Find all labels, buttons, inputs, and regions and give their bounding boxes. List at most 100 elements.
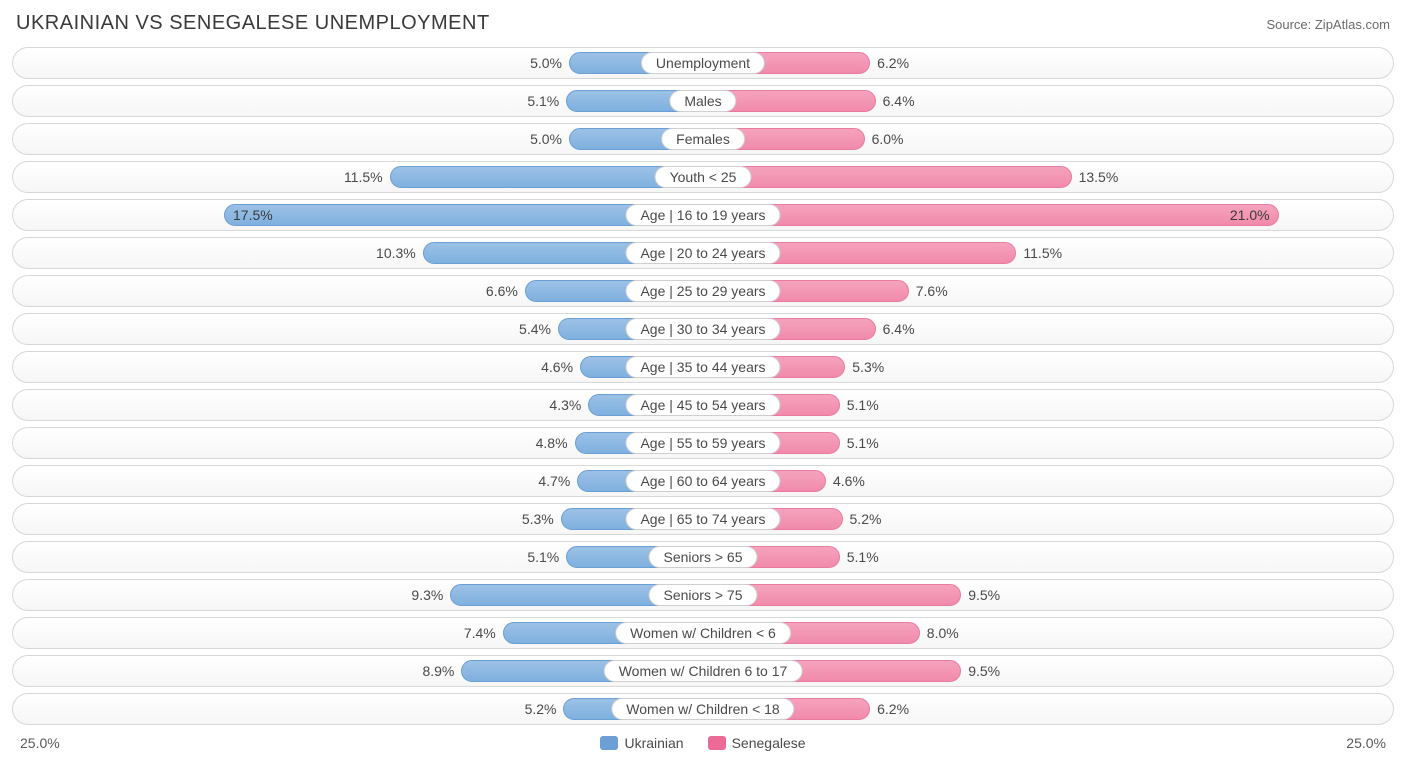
- chart-row: 9.3% 9.5% Seniors > 75: [12, 579, 1394, 611]
- category-label: Age | 35 to 44 years: [625, 356, 780, 378]
- value-label-right: 7.6%: [908, 283, 948, 299]
- legend-item-ukrainian: Ukrainian: [600, 735, 683, 751]
- row-right-half: 21.0%: [703, 200, 1393, 230]
- value-label-right: 13.5%: [1071, 169, 1119, 185]
- row-left-half: 4.7%: [13, 466, 703, 496]
- value-label-right: 5.1%: [839, 435, 879, 451]
- row-right-half: 5.2%: [703, 504, 1393, 534]
- value-label-left: 6.6%: [486, 283, 526, 299]
- category-label: Age | 30 to 34 years: [625, 318, 780, 340]
- row-left-half: 6.6%: [13, 276, 703, 306]
- value-label-left: 17.5%: [233, 207, 273, 223]
- category-label: Age | 45 to 54 years: [625, 394, 780, 416]
- chart-title: UKRAINIAN VS SENEGALESE UNEMPLOYMENT: [16, 12, 490, 35]
- row-left-half: 11.5%: [13, 162, 703, 192]
- row-left-half: 5.3%: [13, 504, 703, 534]
- value-label-left: 4.6%: [541, 359, 581, 375]
- chart-row: 7.4%8.0%Women w/ Children < 6: [12, 617, 1394, 649]
- value-label-right: 6.2%: [869, 701, 909, 717]
- category-label: Age | 16 to 19 years: [625, 204, 780, 226]
- chart-row: 4.6% 5.3% Age | 35 to 44 years: [12, 351, 1394, 383]
- category-label: Males: [669, 90, 736, 112]
- bar-senegalese: 21.0%: [699, 204, 1279, 226]
- value-label-right: 6.4%: [875, 93, 915, 109]
- row-right-half: 9.5%: [703, 580, 1393, 610]
- row-left-half: 17.5%: [13, 200, 703, 230]
- category-label: Seniors > 75: [649, 584, 758, 606]
- value-label-right: 5.1%: [839, 549, 879, 565]
- chart-row: 5.0% 6.2% Unemployment: [12, 47, 1394, 79]
- row-right-half: 5.1%: [703, 542, 1393, 572]
- row-left-half: 5.0%: [13, 48, 703, 78]
- row-right-half: 4.6%: [703, 466, 1393, 496]
- row-right-half: 7.6%: [703, 276, 1393, 306]
- chart-row: 4.7% 4.6% Age | 60 to 64 years: [12, 465, 1394, 497]
- row-left-half: 5.4%: [13, 314, 703, 344]
- value-label-right: 9.5%: [960, 587, 1000, 603]
- value-label-right: 6.0%: [864, 131, 904, 147]
- row-left-half: 9.3%: [13, 580, 703, 610]
- category-label: Age | 55 to 59 years: [625, 432, 780, 454]
- row-left-half: 5.0%: [13, 124, 703, 154]
- row-right-half: 5.1%: [703, 428, 1393, 458]
- chart-row: 17.5% 21.0%Age | 16 to 19 years: [12, 199, 1394, 231]
- row-right-half: 6.4%: [703, 314, 1393, 344]
- category-label: Women w/ Children < 18: [611, 698, 794, 720]
- category-label: Women w/ Children 6 to 17: [604, 660, 803, 682]
- chart-row: 5.1% 5.1% Seniors > 65: [12, 541, 1394, 573]
- row-right-half: 6.2%: [703, 694, 1393, 724]
- value-label-left: 4.7%: [538, 473, 578, 489]
- row-right-half: 13.5%: [703, 162, 1393, 192]
- legend: Ukrainian Senegalese: [600, 735, 805, 751]
- chart-row: 5.2%6.2%Women w/ Children < 18: [12, 693, 1394, 725]
- value-label-right: 11.5%: [1015, 245, 1062, 261]
- row-right-half: 5.1%: [703, 390, 1393, 420]
- chart-source: Source: ZipAtlas.com: [1266, 17, 1390, 32]
- value-label-left: 5.0%: [530, 55, 570, 71]
- value-label-left: 5.0%: [530, 131, 570, 147]
- category-label: Age | 65 to 74 years: [625, 508, 780, 530]
- row-left-half: 5.1%: [13, 86, 703, 116]
- axis-label-right: 25.0%: [1346, 735, 1386, 751]
- value-label-left: 10.3%: [376, 245, 424, 261]
- category-label: Youth < 25: [655, 166, 752, 188]
- category-label: Seniors > 65: [649, 546, 758, 568]
- chart-row: 11.5% 13.5% Youth < 25: [12, 161, 1394, 193]
- value-label-right: 5.2%: [842, 511, 882, 527]
- legend-label-right: Senegalese: [732, 735, 806, 751]
- row-left-half: 10.3%: [13, 238, 703, 268]
- value-label-left: 8.9%: [422, 663, 462, 679]
- legend-swatch-left: [600, 736, 618, 750]
- row-left-half: 7.4%: [13, 618, 703, 648]
- value-label-right: 6.4%: [875, 321, 915, 337]
- value-label-right: 4.6%: [825, 473, 865, 489]
- chart-row: 4.3% 5.1%Age | 45 to 54 years: [12, 389, 1394, 421]
- value-label-left: 11.5%: [344, 169, 391, 185]
- chart-row: 8.9%9.5%Women w/ Children 6 to 17: [12, 655, 1394, 687]
- legend-swatch-right: [708, 736, 726, 750]
- value-label-right: 5.3%: [844, 359, 884, 375]
- value-label-right: 6.2%: [869, 55, 909, 71]
- axis-label-left: 25.0%: [20, 735, 60, 751]
- chart-row: 10.3%11.5%Age | 20 to 24 years: [12, 237, 1394, 269]
- category-label: Unemployment: [641, 52, 765, 74]
- value-label-left: 5.4%: [519, 321, 559, 337]
- row-right-half: 11.5%: [703, 238, 1393, 268]
- chart-row: 4.8% 5.1% Age | 55 to 59 years: [12, 427, 1394, 459]
- diverging-bar-chart: 5.0% 6.2% Unemployment 5.1% 6.4% Males 5.0% 6.0…: [12, 47, 1394, 725]
- row-left-half: 4.8%: [13, 428, 703, 458]
- value-label-left: 5.1%: [527, 549, 567, 565]
- legend-label-left: Ukrainian: [624, 735, 683, 751]
- value-label-left: 4.8%: [536, 435, 576, 451]
- chart-row: 5.3% 5.2% Age | 65 to 74 years: [12, 503, 1394, 535]
- category-label: Age | 25 to 29 years: [625, 280, 780, 302]
- value-label-left: 4.3%: [549, 397, 589, 413]
- row-right-half: 8.0%: [703, 618, 1393, 648]
- chart-row: 5.0% 6.0% Females: [12, 123, 1394, 155]
- value-label-right: 8.0%: [919, 625, 959, 641]
- category-label: Females: [661, 128, 745, 150]
- value-label-left: 9.3%: [411, 587, 451, 603]
- chart-row: 5.4% 6.4% Age | 30 to 34 years: [12, 313, 1394, 345]
- category-label: Age | 60 to 64 years: [625, 470, 780, 492]
- row-left-half: 4.6%: [13, 352, 703, 382]
